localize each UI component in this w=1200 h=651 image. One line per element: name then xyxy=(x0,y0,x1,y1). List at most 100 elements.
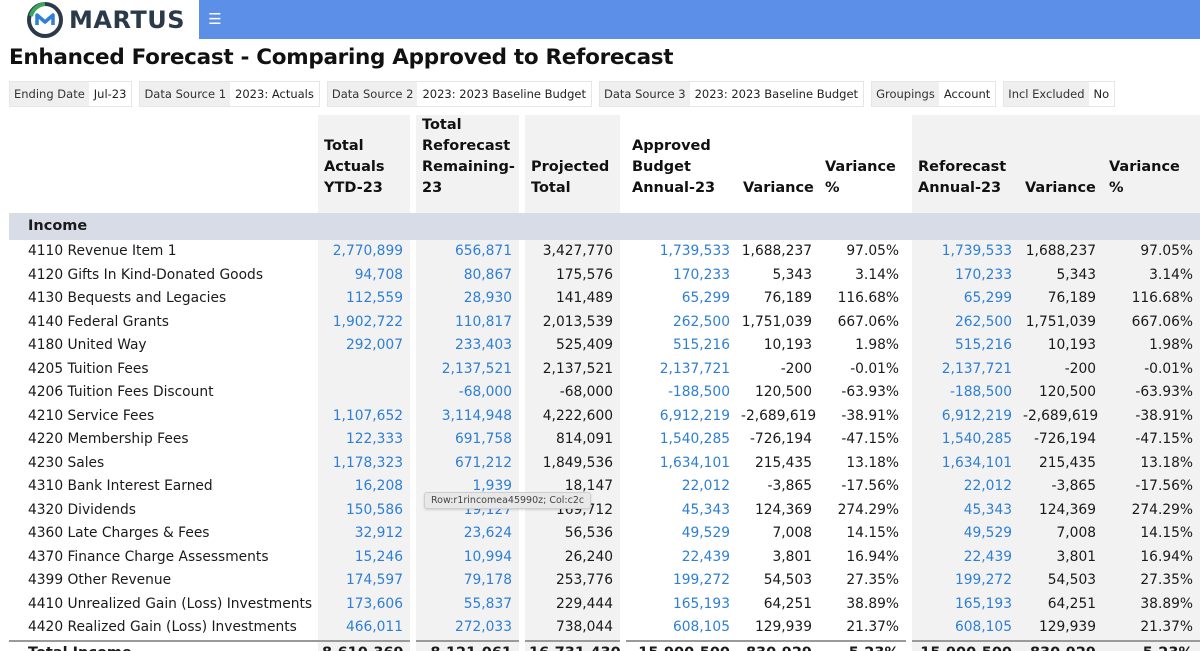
cell-reforecast-annual[interactable]: 1,540,285 xyxy=(906,428,1019,452)
header-variance-1[interactable]: Variance xyxy=(737,115,819,213)
cell-reforecast-remaining[interactable]: 656,871 xyxy=(410,240,522,264)
cell-reforecast-annual[interactable]: 65,299 xyxy=(906,287,1019,311)
cell-reforecast-annual[interactable]: 22,012 xyxy=(906,475,1019,499)
cell-reforecast-annual[interactable]: 22,439 xyxy=(906,545,1019,569)
cell-actuals[interactable]: 122,333 xyxy=(318,428,413,452)
filter-value[interactable]: 2023: 2023 Baseline Budget xyxy=(417,82,591,106)
cell-reforecast-annual[interactable]: 1,634,101 xyxy=(906,451,1019,475)
header-variance-2[interactable]: Variance xyxy=(1019,115,1103,213)
cell-variance-pct: 1.98% xyxy=(1103,334,1200,358)
cell-reforecast-annual[interactable]: 608,105 xyxy=(906,616,1019,641)
cell-approved-budget[interactable]: 1,540,285 xyxy=(620,428,737,452)
page-title: Enhanced Forecast - Comparing Approved t… xyxy=(9,45,674,70)
cell-approved-budget[interactable]: 262,500 xyxy=(620,310,737,334)
cell-reforecast-annual[interactable]: 1,739,533 xyxy=(906,240,1019,264)
cell-actuals[interactable]: 292,007 xyxy=(318,334,413,358)
cell-approved-budget[interactable]: 6,912,219 xyxy=(620,404,737,428)
cell-reforecast-annual[interactable]: 165,193 xyxy=(906,592,1019,616)
cell-reforecast-remaining[interactable]: 272,033 xyxy=(410,616,522,641)
cell-approved-budget[interactable]: 608,105 xyxy=(620,616,737,641)
cell-reforecast-remaining[interactable]: 79,178 xyxy=(410,569,522,593)
cell-reforecast-annual[interactable]: 6,912,219 xyxy=(906,404,1019,428)
cell-variance-pct: 667.06% xyxy=(837,313,899,330)
cell-approved-budget[interactable]: 45,343 xyxy=(620,498,737,522)
cell-approved-budget[interactable]: 199,272 xyxy=(620,569,737,593)
cell-approved-budget[interactable]: 2,137,721 xyxy=(620,357,737,381)
cell-reforecast-remaining[interactable]: 23,624 xyxy=(410,522,522,546)
hamburger-menu-icon[interactable]: ☰ xyxy=(208,10,222,28)
cell-reforecast-remaining[interactable]: 3,114,948 xyxy=(410,404,522,428)
cell-reforecast-annual[interactable]: 515,216 xyxy=(906,334,1019,358)
cell-reforecast-remaining[interactable]: 691,758 xyxy=(410,428,522,452)
filter-chip[interactable]: Data Source 2 2023: 2023 Baseline Budget xyxy=(326,81,592,107)
cell-reforecast-remaining[interactable]: 233,403 xyxy=(410,334,522,358)
cell-reforecast-annual[interactable]: 170,233 xyxy=(906,263,1019,287)
cell-actuals[interactable] xyxy=(318,357,413,381)
account-name: 4220 Membership Fees xyxy=(28,431,189,447)
filter-chip[interactable]: Groupings Account xyxy=(871,81,997,107)
filter-chip[interactable]: Ending Date Jul-23 xyxy=(9,81,133,107)
filter-value[interactable]: Jul-23 xyxy=(88,82,132,106)
header-variance-pct-1[interactable]: Variance% xyxy=(819,115,909,213)
cell-approved-budget[interactable]: 22,439 xyxy=(620,545,737,569)
cell-reforecast-remaining[interactable]: 10,994 xyxy=(410,545,522,569)
cell-reforecast-remaining[interactable]: 28,930 xyxy=(410,287,522,311)
filter-chip[interactable]: Data Source 3 2023: 2023 Baseline Budget xyxy=(598,81,865,107)
cell-approved-budget[interactable]: 49,529 xyxy=(620,522,737,546)
filter-value[interactable]: 2023: 2023 Baseline Budget xyxy=(689,82,864,106)
header-projected-total[interactable]: Projected Total xyxy=(519,115,623,213)
cell-reforecast-remaining[interactable]: -68,000 xyxy=(410,381,522,405)
cell-reforecast-annual[interactable]: 49,529 xyxy=(906,522,1019,546)
header-line: % xyxy=(825,180,840,196)
cell-actuals[interactable]: 150,586 xyxy=(318,498,413,522)
header-reforecast-annual[interactable]: Reforecast Annual-23 xyxy=(906,115,1019,213)
cell-reforecast-remaining[interactable]: 671,212 xyxy=(410,451,522,475)
cell-approved-budget[interactable]: 1,634,101 xyxy=(620,451,737,475)
cell-reforecast-remaining[interactable]: 55,837 xyxy=(410,592,522,616)
cell-approved-budget[interactable]: 170,233 xyxy=(620,263,737,287)
table-row: 4230 Sales 1,178,323 671,212 1,849,536 1,634… xyxy=(9,451,1200,475)
cell-actuals[interactable]: 32,912 xyxy=(318,522,413,546)
header-reforecast-remaining[interactable]: Total Reforecast Remaining- 23 xyxy=(410,115,522,213)
cell-actuals[interactable]: 2,770,899 xyxy=(318,240,413,264)
filter-value[interactable]: No xyxy=(1088,82,1115,106)
cell-actuals[interactable]: 112,559 xyxy=(318,287,413,311)
cell-actuals[interactable]: 15,246 xyxy=(318,545,413,569)
cell-variance-pct: 274.29% xyxy=(837,501,899,518)
cell-actuals[interactable]: 173,606 xyxy=(318,592,413,616)
cell-actuals[interactable]: 174,597 xyxy=(318,569,413,593)
cell-actuals[interactable]: 1,178,323 xyxy=(318,451,413,475)
header-variance-pct-2[interactable]: Variance% xyxy=(1103,115,1200,213)
cell-actuals[interactable]: 16,208 xyxy=(318,475,413,499)
cell-reforecast-annual[interactable]: 262,500 xyxy=(906,310,1019,334)
cell-reforecast-annual[interactable]: 45,343 xyxy=(906,498,1019,522)
cell-approved-budget[interactable]: 65,299 xyxy=(620,287,737,311)
cell-approved-budget[interactable]: 1,739,533 xyxy=(620,240,737,264)
cell-actuals[interactable]: 1,902,722 xyxy=(318,310,413,334)
cell-actuals[interactable]: 1,107,652 xyxy=(318,404,413,428)
cell-actuals[interactable] xyxy=(318,381,413,405)
cell-approved-budget[interactable]: 165,193 xyxy=(620,592,737,616)
cell-actuals[interactable]: 466,011 xyxy=(318,616,413,641)
filter-value[interactable]: Account xyxy=(938,82,996,106)
cell-actuals[interactable]: 94,708 xyxy=(318,263,413,287)
cell-reforecast-remaining[interactable]: 110,817 xyxy=(410,310,522,334)
filter-value[interactable]: 2023: Actuals xyxy=(230,82,319,106)
report-table: Total Actuals YTD-23 Total Reforecast Remain… xyxy=(9,115,1200,651)
cell-reforecast-annual[interactable]: -188,500 xyxy=(906,381,1019,405)
cell-reforecast-annual[interactable]: 2,137,721 xyxy=(906,357,1019,381)
table-row: 4210 Service Fees 1,107,652 3,114,948 4,222… xyxy=(9,404,1200,428)
cell-approved-budget[interactable]: 515,216 xyxy=(620,334,737,358)
header-total-actuals[interactable]: Total Actuals YTD-23 xyxy=(318,115,413,213)
filter-chip[interactable]: Incl Excluded No xyxy=(1003,81,1116,107)
cell-reforecast-remaining[interactable]: 80,867 xyxy=(410,263,522,287)
cell-reforecast-annual[interactable]: 199,272 xyxy=(906,569,1019,593)
header-line: Remaining- xyxy=(422,159,515,175)
cell-reforecast-remaining[interactable]: 2,137,521 xyxy=(410,357,522,381)
filter-chip[interactable]: Data Source 1 2023: Actuals xyxy=(139,81,320,107)
header-approved-budget[interactable]: Approved Budget Annual-23 xyxy=(620,115,737,213)
cell-approved-budget[interactable]: -188,500 xyxy=(620,381,737,405)
logo[interactable]: MARTUS xyxy=(0,0,199,39)
cell-approved-budget[interactable]: 22,012 xyxy=(620,475,737,499)
header-line: YTD-23 xyxy=(324,180,383,196)
